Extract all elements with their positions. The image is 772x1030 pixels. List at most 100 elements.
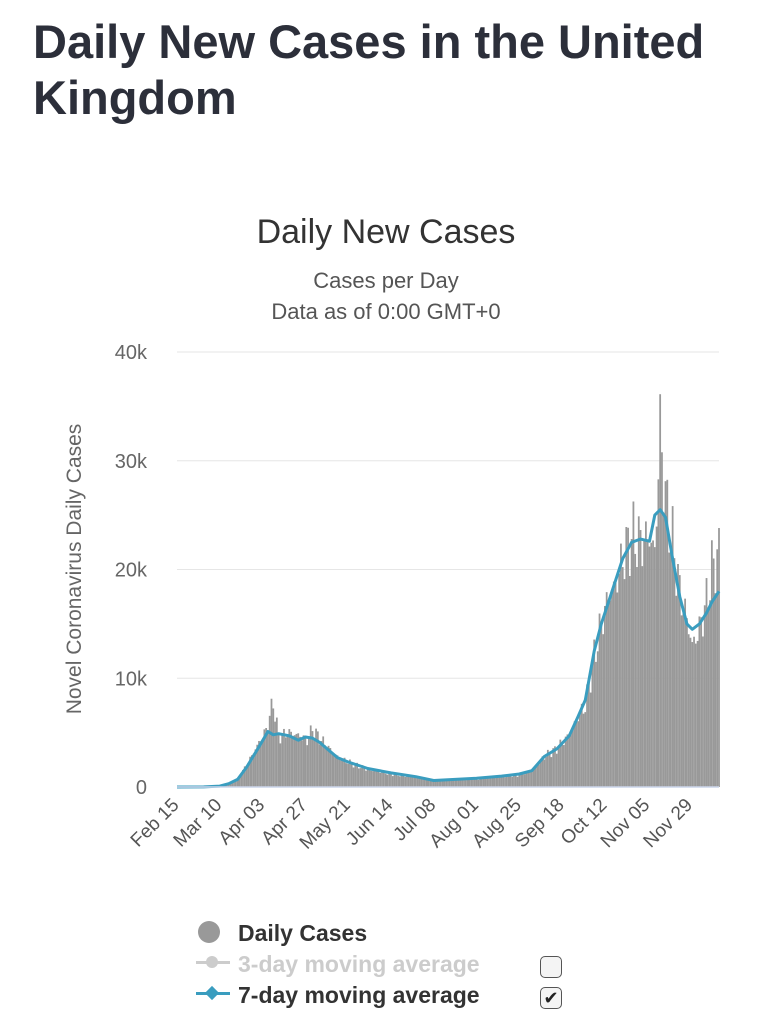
daily-cases-bar [227,784,230,787]
daily-cases-bar [352,767,355,787]
daily-cases-bar [252,753,255,787]
daily-cases-bar [450,779,453,787]
daily-cases-bar [386,774,389,787]
daily-cases-bar [397,775,399,787]
daily-cases-bar [315,728,317,787]
daily-cases-bar [229,782,232,787]
daily-cases-bar [566,734,569,787]
daily-cases-bar [322,736,325,787]
daily-cases-bar [609,600,612,787]
daily-cases-bar [240,775,243,787]
daily-cases-bar [634,553,637,787]
daily-cases-bar [400,774,403,787]
daily-cases-bar [489,777,492,787]
daily-cases-bar [313,739,316,787]
daily-cases-bar [284,737,287,787]
daily-cases-bar [407,775,410,787]
daily-cases-bar [502,775,505,787]
daily-cases-bar [539,759,542,787]
daily-cases-bar [575,719,578,787]
daily-cases-bar [511,776,514,787]
daily-cases-bar [550,757,553,787]
daily-cases-bar [448,779,451,787]
daily-cases-bar [432,780,435,787]
daily-cases-bar [546,749,549,787]
daily-cases-bar [694,643,697,787]
daily-cases-bar [689,637,692,787]
daily-cases-bar [564,736,567,787]
daily-cases-bar [402,775,405,787]
daily-cases-bar [693,636,695,787]
daily-cases-bar [340,760,342,787]
daily-cases-bar [258,740,260,787]
y-tick-label: 10k [115,668,148,690]
daily-cases-bar [292,735,294,787]
checkbox-7-day-average[interactable]: ✔ [540,987,562,1009]
daily-cases-bar [250,755,253,787]
daily-cases-bar [709,600,711,787]
daily-cases-bar [643,540,646,787]
daily-cases-bar [318,744,321,787]
daily-cases-bar [504,777,506,787]
daily-cases-bar [525,771,528,787]
daily-cases-bar [300,740,303,787]
daily-cases-bar [438,781,440,787]
daily-cases-bar [429,779,432,787]
daily-cases-bar [275,717,278,787]
daily-cases-bar [286,736,289,787]
daily-cases-bar [479,778,481,787]
daily-cases-bar [593,639,596,787]
daily-cases-bar [281,734,284,787]
daily-cases-bar [370,770,373,787]
daily-cases-bar [359,768,362,787]
daily-cases-bar [516,776,519,787]
daily-cases-bar [532,768,535,787]
daily-cases-bar [268,715,271,787]
legend-item-7-day-average[interactable]: 7-day moving average ✔ [196,980,596,1011]
daily-cases-bar [363,768,366,787]
legend-item-3-day-average[interactable]: 3-day moving average [196,949,596,980]
daily-cases-bar [349,759,351,787]
daily-cases-bar [320,741,323,787]
daily-cases-bar [295,733,298,787]
daily-cases-bar [327,745,330,787]
daily-cases-bar [422,777,424,787]
daily-cases-bar [418,778,421,787]
daily-cases-bar [589,692,592,787]
daily-cases-bar [459,779,462,787]
daily-cases-bar [520,772,522,787]
daily-cases-bar [527,771,530,787]
daily-cases-bar [598,613,601,787]
checkbox-3-day-average[interactable] [540,956,562,978]
daily-cases-bar [234,780,237,787]
daily-cases-bar [425,780,428,787]
daily-cases-bar [621,567,624,787]
daily-cases-bar [657,479,660,787]
daily-cases-bar [279,743,282,787]
daily-cases-bar [570,732,572,787]
y-tick-label: 30k [115,451,148,473]
legend-label-7-day-average: 7-day moving average [238,982,480,1008]
moving-average-line [176,508,721,789]
chart-subtitle-date: Data as of 0:00 GMT+0 [271,299,500,324]
daily-cases-bar [270,698,273,787]
daily-cases-bar [316,731,319,787]
daily-cases-bar [616,592,619,787]
daily-cases-bar [423,778,426,787]
daily-cases-bar [480,777,483,787]
daily-cases-bar [650,542,653,787]
daily-cases-bar [548,753,551,787]
daily-cases-bar [445,779,448,787]
y-axis-label: Novel Coronavirus Daily Cases [63,424,86,715]
legend-item-daily-cases[interactable]: Daily Cases [196,918,596,949]
daily-cases-bar [375,770,378,787]
daily-cases-bar [366,769,369,787]
page-title: Daily New Cases in the United Kingdom [33,15,705,124]
daily-cases-bar [675,595,678,787]
daily-cases-bar [523,774,526,787]
daily-cases-bar [409,776,412,787]
daily-cases-bar [611,590,613,787]
daily-cases-bar [466,778,469,787]
daily-cases-bar [254,749,257,787]
